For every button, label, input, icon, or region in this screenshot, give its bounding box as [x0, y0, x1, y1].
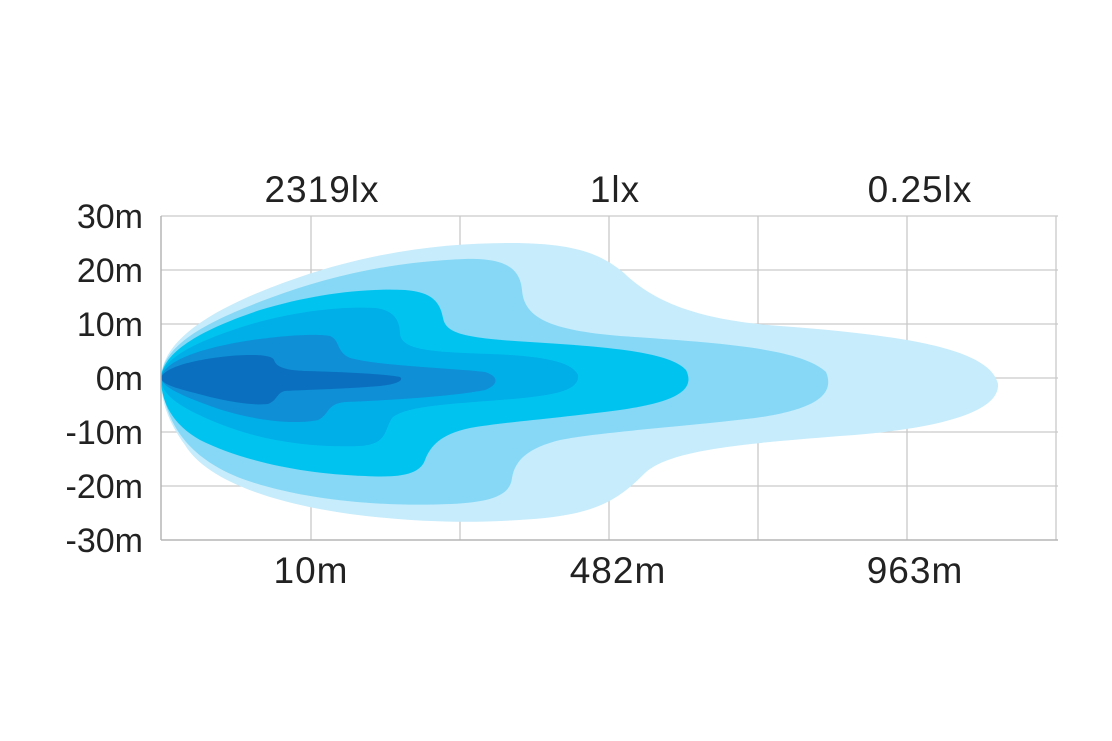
- lux-labels: 2319lx 1lx 0.25lx: [264, 169, 973, 210]
- lux-label: 0.25lx: [868, 169, 973, 210]
- y-tick-label: -20m: [66, 468, 143, 506]
- x-tick-label: 963m: [867, 550, 964, 591]
- y-tick-label: -30m: [66, 522, 143, 560]
- y-tick-label: 0m: [96, 360, 143, 398]
- y-tick-label: 20m: [77, 252, 143, 290]
- beam-zones: [161, 243, 999, 522]
- y-tick-label: 10m: [77, 306, 143, 344]
- beam-zone-6: [161, 355, 402, 405]
- y-tick-labels: 30m 20m 10m 0m -10m -20m -30m: [66, 198, 143, 560]
- axes: [160, 216, 1058, 541]
- lux-label: 2319lx: [264, 169, 379, 210]
- y-tick-label: 30m: [77, 198, 143, 236]
- lux-label: 1lx: [590, 169, 640, 210]
- x-tick-labels: 10m 482m 963m: [274, 550, 964, 591]
- y-tick-label: -10m: [66, 414, 143, 452]
- x-tick-label: 482m: [570, 550, 667, 591]
- x-tick-label: 10m: [274, 550, 349, 591]
